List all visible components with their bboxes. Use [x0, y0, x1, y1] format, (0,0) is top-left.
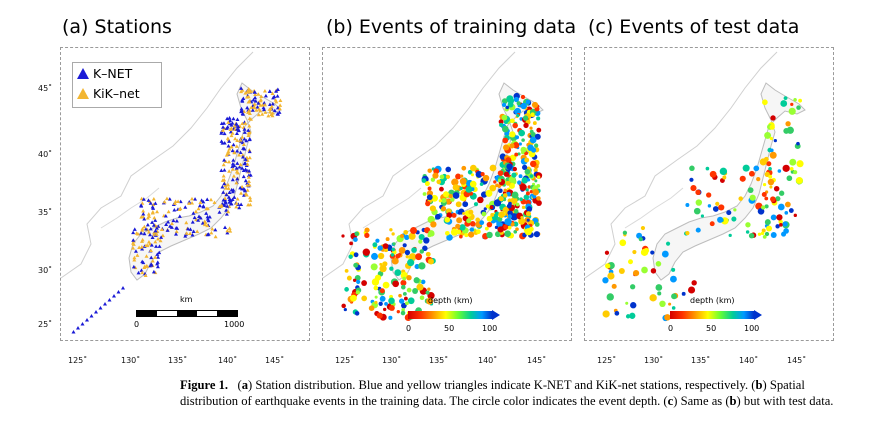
- colorbar-tick-50: 50: [444, 324, 455, 333]
- lon-label-c-135: 135˚: [691, 356, 711, 365]
- caption-b-letter: b: [755, 378, 763, 392]
- caption-b-text: Spatial distribution of earthquake event…: [180, 378, 805, 408]
- lon-label-b-130: 130˚: [382, 356, 402, 365]
- scale-unit: km: [180, 295, 193, 304]
- caption-c-letter: c: [667, 394, 674, 408]
- panel-title-b: (b) Events of training data: [326, 16, 577, 38]
- lon-label-c-145: 145˚: [787, 356, 807, 365]
- lon-label-c-140: 140˚: [739, 356, 759, 365]
- lon-label-c-130: 130˚: [644, 356, 664, 365]
- legend-item-knet: K–NET: [77, 65, 132, 83]
- colorbar-gradient: [408, 310, 500, 320]
- lon-label-a-125: 125˚: [68, 356, 88, 365]
- station-legend: K–NET KiK–net: [72, 62, 162, 108]
- lat-label-40: 40˚: [38, 150, 53, 159]
- colorbar-title: depth (km): [428, 296, 473, 305]
- map-panel-c: [584, 47, 834, 341]
- colorbar-tick-50-c: 50: [706, 324, 717, 333]
- training-events-map: [323, 51, 544, 322]
- panel-title-c: (c) Events of test data: [588, 16, 800, 38]
- legend-item-kiknet: KiK–net: [77, 85, 140, 103]
- scale-min: 0: [134, 320, 140, 329]
- colorbar-title-c: depth (km): [690, 296, 735, 305]
- lat-label-25: 25˚: [38, 320, 53, 329]
- caption-c-pre: Same as: [680, 394, 723, 408]
- station-map: [61, 51, 283, 334]
- lon-label-b-135: 135˚: [429, 356, 449, 365]
- lon-label-b-145: 145˚: [527, 356, 547, 365]
- lon-label-a-145: 145˚: [265, 356, 285, 365]
- map-panel-a: [60, 47, 310, 341]
- lon-label-a-135: 135˚: [168, 356, 188, 365]
- scale-max: 1000: [224, 320, 245, 329]
- lat-label-30: 30˚: [38, 266, 53, 275]
- caption-c-post: but with test data.: [743, 394, 834, 408]
- colorbar-tick-0-c: 0: [668, 324, 674, 333]
- lat-label-35: 35˚: [38, 208, 53, 217]
- legend-label-knet: K–NET: [92, 66, 133, 81]
- lon-label-b-125: 125˚: [335, 356, 355, 365]
- figure-label: Figure 1.: [180, 378, 229, 392]
- colorbar-tick-0: 0: [406, 324, 412, 333]
- panel-title-a: (a) Stations: [62, 16, 172, 38]
- depth-colorbar-c: depth (km) 0 50 100: [668, 296, 788, 336]
- caption-c-b-letter: b: [729, 394, 737, 408]
- colorbar-tick-100: 100: [482, 324, 498, 333]
- figure-caption: Figure 1. (a) Station distribution. Blue…: [180, 378, 834, 408]
- colorbar-tick-100-c: 100: [744, 324, 760, 333]
- lon-label-a-140: 140˚: [218, 356, 238, 365]
- map-panel-b: [322, 47, 572, 341]
- caption-a-text: Station distribution. Blue and yellow tr…: [255, 378, 749, 392]
- lon-label-a-130: 130˚: [121, 356, 141, 365]
- depth-colorbar-b: depth (km) 0 50 100: [406, 296, 526, 336]
- legend-label-kiknet: KiK–net: [92, 86, 140, 101]
- caption-a-letter: a: [241, 378, 248, 392]
- lat-label-45: 45˚: [38, 84, 53, 93]
- lon-label-b-140: 140˚: [478, 356, 498, 365]
- scale-bar: km 0 1000: [134, 295, 244, 335]
- lon-label-c-125: 125˚: [597, 356, 617, 365]
- colorbar-gradient-c: [670, 310, 762, 320]
- scale-bar-graphic: [136, 310, 238, 317]
- test-events-map: [585, 51, 806, 322]
- blue-triangle-icon: [77, 68, 89, 79]
- yellow-triangle-icon: [77, 88, 89, 99]
